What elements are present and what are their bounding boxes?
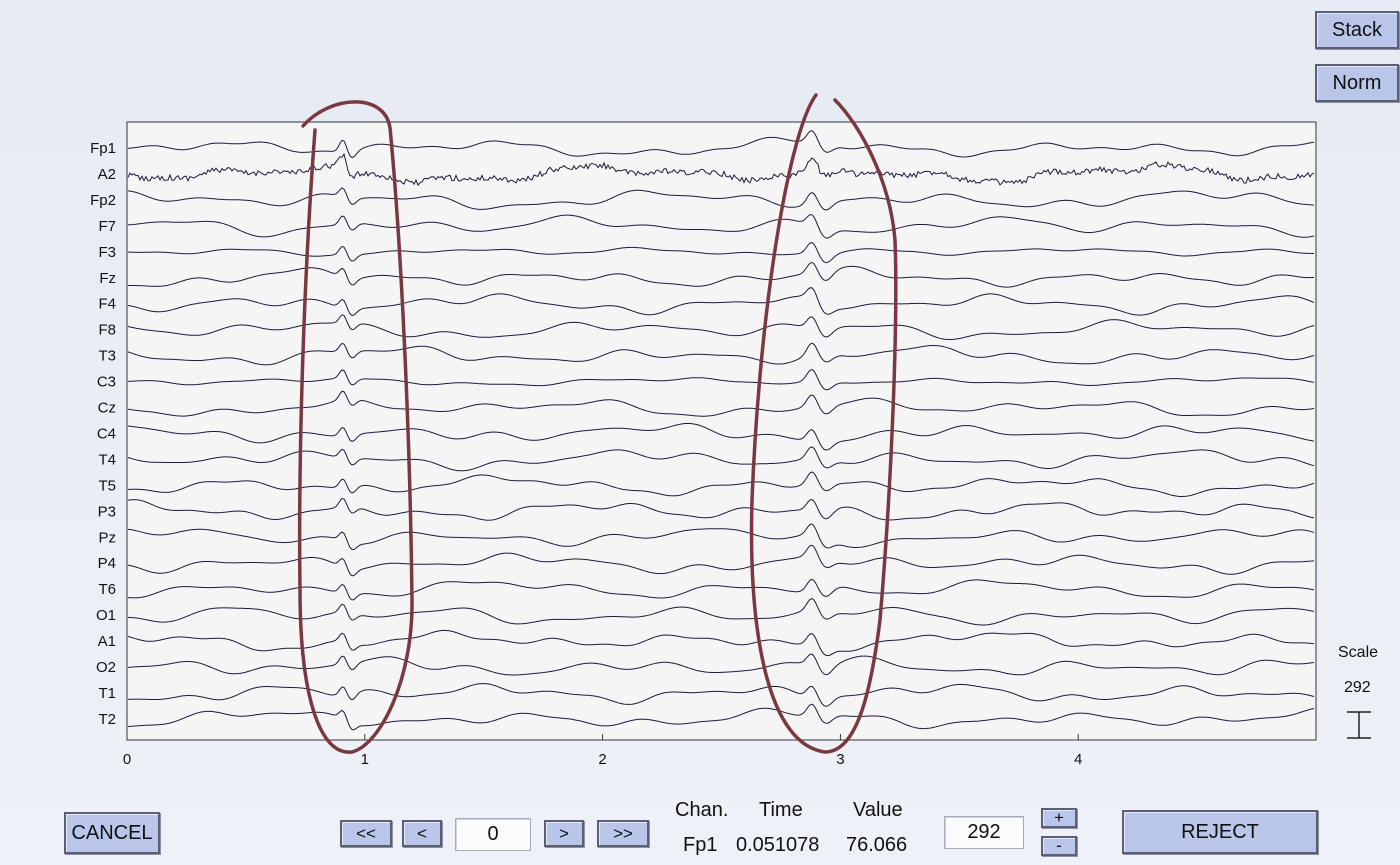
norm-button[interactable]: Norm — [1315, 64, 1399, 102]
eeg-trace-f7 — [127, 214, 1315, 239]
channel-label: A1 — [98, 633, 116, 650]
stack-button[interactable]: Stack — [1315, 11, 1399, 49]
annotation-ellipse-right — [749, 93, 898, 754]
channel-label: Fz — [99, 270, 116, 287]
channel-label: C4 — [97, 425, 116, 442]
eeg-trace-t3 — [127, 342, 1315, 366]
channel-label: T2 — [98, 711, 116, 728]
eeg-trace-t2 — [127, 703, 1315, 731]
x-tick-label: 1 — [361, 751, 369, 768]
x-tick-label: 2 — [598, 751, 606, 768]
eeg-trace-fp2 — [127, 187, 1315, 211]
x-axis: 0 1 2 3 4 — [123, 734, 1082, 768]
channel-label: Fp2 — [90, 192, 116, 209]
x-tick-label: 4 — [1074, 751, 1082, 768]
channel-label: T3 — [98, 348, 116, 365]
channel-label: Pz — [98, 529, 116, 546]
eeg-trace-t1 — [127, 682, 1315, 707]
channel-label: O1 — [96, 607, 116, 624]
channel-label: P3 — [98, 503, 116, 520]
plot-area[interactable] — [126, 121, 1317, 741]
eeg-trace-o2 — [127, 653, 1315, 676]
cancel-button[interactable]: CANCEL — [64, 812, 160, 854]
eeg-trace-t6 — [127, 578, 1315, 601]
last-page-button[interactable]: >> — [597, 820, 649, 847]
next-page-button[interactable]: > — [544, 820, 584, 847]
scale-decrease-button[interactable]: - — [1041, 836, 1077, 856]
scale-value: 292 — [1344, 679, 1371, 696]
chan-value: Fp1 — [683, 834, 718, 856]
channel-label: T6 — [98, 581, 116, 598]
channel-label: P4 — [98, 555, 116, 572]
channel-label: F8 — [98, 322, 116, 339]
first-page-button[interactable]: << — [340, 820, 392, 847]
eeg-trace-o1 — [127, 598, 1315, 626]
time-header: Time — [759, 799, 803, 821]
annotation-marks — [297, 93, 898, 754]
eeg-trace-p4 — [127, 544, 1315, 577]
scale-label: Scale — [1338, 644, 1379, 661]
scale-increase-button[interactable]: + — [1041, 808, 1077, 828]
channel-label: Fp1 — [90, 140, 116, 157]
eeg-trace-p3 — [127, 497, 1315, 521]
value-value: 76.066 — [846, 834, 908, 856]
prev-page-button[interactable]: < — [402, 820, 442, 847]
eeg-trace-cz — [127, 390, 1315, 417]
annotation-ellipse-left — [297, 100, 414, 754]
eeg-trace-fp1 — [127, 130, 1315, 159]
channel-label: F4 — [98, 296, 116, 313]
channel-label: O2 — [96, 659, 116, 676]
x-tick-label: 0 — [123, 751, 131, 768]
eeg-trace-a1 — [127, 629, 1315, 657]
channel-label: T4 — [98, 451, 116, 468]
x-tick-label: 3 — [836, 751, 844, 768]
channel-label: F3 — [98, 244, 116, 261]
eeg-plot[interactable]: Fp1 A2 Fp2 F7 F3 Fz F4 F8 T3 C3 Cz C4 T4 T5 P3 Pz P4 T6 O1… — [0, 0, 1400, 800]
eeg-trace-a2 — [127, 152, 1315, 187]
scale-bar-icon — [1347, 711, 1371, 739]
eeg-traces — [127, 130, 1315, 731]
eeg-trace-f3 — [127, 242, 1315, 264]
channel-label: F7 — [98, 218, 116, 235]
eeg-trace-fz — [127, 261, 1315, 288]
channel-labels: Fp1 A2 Fp2 F7 F3 Fz F4 F8 T3 C3 Cz C4 T4 T5 P3 Pz P4 T6 O1… — [90, 140, 116, 728]
eeg-trace-f8 — [127, 314, 1315, 340]
position-input[interactable] — [455, 818, 531, 851]
channel-label: T1 — [98, 685, 116, 702]
reject-button[interactable]: REJECT — [1122, 810, 1318, 854]
value-header: Value — [853, 799, 903, 821]
eeg-trace-pz — [127, 523, 1315, 550]
eeg-trace-c4 — [127, 422, 1315, 451]
chan-header: Chan. — [675, 799, 729, 821]
eeg-trace-f4 — [127, 287, 1315, 317]
eeg-trace-t4 — [127, 446, 1315, 472]
scale-input[interactable] — [944, 816, 1024, 849]
channel-label: Cz — [98, 400, 116, 417]
eeg-trace-c3 — [127, 369, 1315, 391]
time-value: 0.051078 — [736, 834, 820, 856]
channel-label: T5 — [98, 477, 116, 494]
channel-label: A2 — [98, 166, 116, 183]
channel-label: C3 — [97, 374, 116, 391]
eeg-trace-t5 — [127, 471, 1315, 497]
